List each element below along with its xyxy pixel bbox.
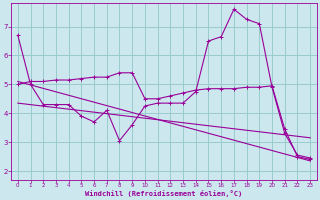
X-axis label: Windchill (Refroidissement éolien,°C): Windchill (Refroidissement éolien,°C) bbox=[85, 190, 243, 197]
